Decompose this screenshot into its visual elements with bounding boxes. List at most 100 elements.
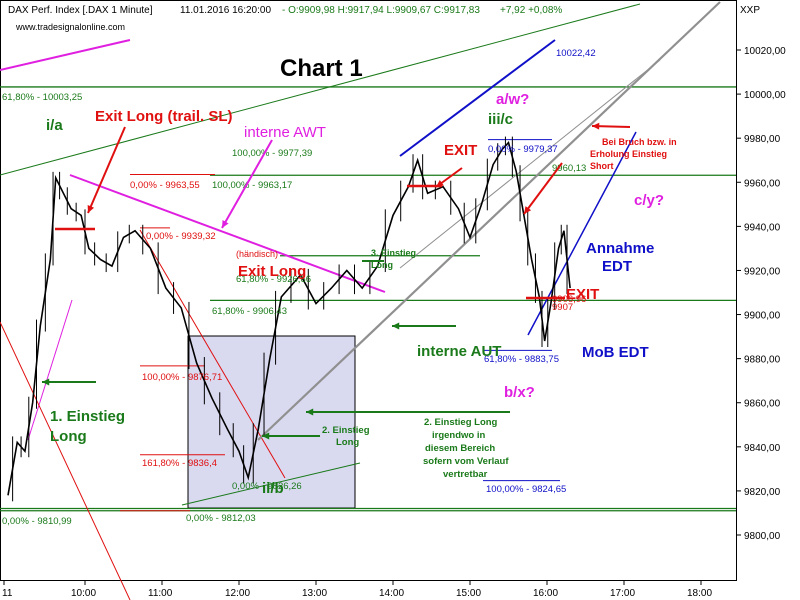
area-note-5: vertretbar — [443, 469, 488, 480]
x-tick-label: 17:00 — [610, 588, 635, 599]
short-entry-note-1: Bei Bruch bzw. in — [602, 137, 677, 147]
wave-label-b-x: b/x? — [504, 384, 535, 401]
haendisch-label: (händisch) — [236, 249, 278, 259]
level-label: 100,00% - 9824,65 — [486, 484, 566, 495]
level-label: 161,80% - 9836,4 — [142, 458, 217, 469]
x-tick-label: 14:00 — [379, 588, 404, 599]
third-entry-label-1: 3. Einstieg — [371, 248, 416, 258]
first-entry-label-2: Long — [50, 428, 87, 445]
y-tick-label: 9920,00 — [744, 266, 781, 277]
x-tick-label: 13:00 — [302, 588, 327, 599]
first-entry-arrow-head — [42, 378, 50, 386]
exit-long-trail-label: Exit Long (trail. SL) — [95, 108, 233, 125]
short-arrow-head — [524, 206, 532, 214]
interne-awt-label: interne AWT — [244, 124, 326, 141]
level-label: 61,80% - 10003,25 — [2, 92, 82, 103]
exit-long-arrow-head — [87, 205, 95, 213]
level-label: 9907 — [552, 302, 573, 313]
area-note-4: sofern vom Verlauf — [423, 456, 509, 467]
level-label: 100,00% - 9963,17 — [212, 180, 292, 191]
wave-label-a-w: a/w? — [496, 91, 529, 108]
exit-label-top: EXIT — [444, 142, 477, 159]
interne-aut-label: interne AUT — [417, 343, 501, 360]
area-note-2: irgendwo in — [432, 430, 486, 441]
gray-channel-lower — [399, 59, 661, 269]
y-tick-label: 9940,00 — [744, 222, 781, 233]
first-entry-label-1: 1. Einstieg — [50, 408, 125, 425]
y-tick-label: 9960,00 — [744, 178, 781, 189]
second-entry-label-1: 2. Einstieg — [322, 425, 370, 436]
y-tick-label: 10000,00 — [744, 90, 786, 101]
y-tick-label: 9800,00 — [744, 531, 781, 542]
red-down-line — [0, 321, 131, 600]
header-instrument: DAX Perf. Index [.DAX 1 Minute] — [8, 5, 153, 16]
level-label: 61,80% - 9926,66 — [236, 274, 311, 285]
y-tick-label: 9820,00 — [744, 487, 781, 498]
level-label: 9906,96 — [552, 294, 586, 305]
area-note-arrow-head — [306, 408, 314, 416]
chart-title: Chart 1 — [280, 55, 363, 82]
green-base-line — [181, 462, 361, 506]
level-label: 61,80% - 9906,43 — [212, 306, 287, 317]
gray-channel-upper — [257, 1, 721, 441]
y-tick-label: 9900,00 — [744, 311, 781, 322]
entry-zone-box — [187, 335, 356, 509]
short-entry-note-3: Short — [590, 161, 614, 171]
blue-edt-line — [527, 131, 637, 336]
header-change: +7,92 +0,08% — [500, 5, 562, 16]
mob-edt-label: MoB EDT — [582, 344, 649, 361]
y-tick-label: 9860,00 — [744, 399, 781, 410]
plot-border — [0, 0, 737, 581]
magenta-channel-top — [0, 39, 131, 71]
blue-trend-line — [399, 39, 556, 157]
area-note-3: diesem Bereich — [425, 443, 495, 454]
y-tick-label: 9980,00 — [744, 134, 781, 145]
magenta-wave-line — [27, 299, 73, 441]
x-tick-label: 18:00 — [687, 588, 712, 599]
annahme-label-2: EDT — [602, 258, 632, 275]
annahme-label-1: Annahme — [586, 240, 654, 257]
wave-label-ii-b: ii/b — [262, 480, 284, 497]
level-label: 61,80% - 9883,75 — [484, 354, 559, 365]
level-label: 10022,42 — [556, 48, 596, 59]
interne-aut-arrow-head — [392, 322, 400, 330]
y-tick-label: 9840,00 — [744, 443, 781, 454]
level-label: 100,00% - 9876,71 — [142, 372, 222, 383]
y-tick-label: 10020,00 — [744, 46, 786, 57]
header-symbol: XXP — [740, 5, 760, 16]
wave-label-iii-c: iii/c — [488, 111, 513, 128]
level-label: 0,00% - 9963,55 — [130, 180, 200, 191]
header-ohlc: - O:9909,98 H:9917,94 L:9909,67 C:9917,8… — [282, 5, 480, 16]
interne-awt-arrow-head — [222, 220, 229, 228]
exit-long-arrow — [87, 126, 126, 214]
interne-awt-arrow — [221, 139, 273, 229]
area-note-1: 2. Einstieg Long — [424, 417, 498, 428]
level-label: 9960,13 — [552, 163, 586, 174]
level-label: 100,00% - 9977,39 — [232, 148, 312, 159]
level-label: 0,00% - 9826,26 — [232, 481, 302, 492]
wave-label-i-a: i/a — [46, 117, 63, 134]
x-tick-label: 10:00 — [71, 588, 96, 599]
level-label: 0,00% - 9810,99 — [2, 516, 72, 527]
wave-label-c-y: c/y? — [634, 192, 664, 209]
level-label: 0,00% - 9979,37 — [488, 144, 558, 155]
third-entry-label-2: Long — [371, 260, 393, 270]
x-tick-label: 12:00 — [225, 588, 250, 599]
x-tick-label: 15:00 — [456, 588, 481, 599]
y-tick-label: 9880,00 — [744, 355, 781, 366]
exit-long-label: Exit Long — [238, 263, 306, 280]
second-entry-arrow-head — [262, 432, 270, 440]
short-note-arrow-head — [592, 122, 600, 130]
short-arrow — [523, 162, 563, 215]
header-source: www.tradesignalonline.com — [15, 22, 125, 32]
x-tick-label: 11 — [2, 588, 13, 599]
short-entry-note-2: Erholung Einstieg — [590, 149, 667, 159]
channel-line-upper — [0, 3, 641, 176]
exit-label-right: EXIT — [566, 286, 599, 303]
magenta-trend-line — [69, 174, 386, 293]
level-label: 0,00% - 9812,03 — [186, 513, 256, 524]
x-tick-label: 16:00 — [533, 588, 558, 599]
level-label: 0,00% - 9939,32 — [146, 231, 216, 242]
